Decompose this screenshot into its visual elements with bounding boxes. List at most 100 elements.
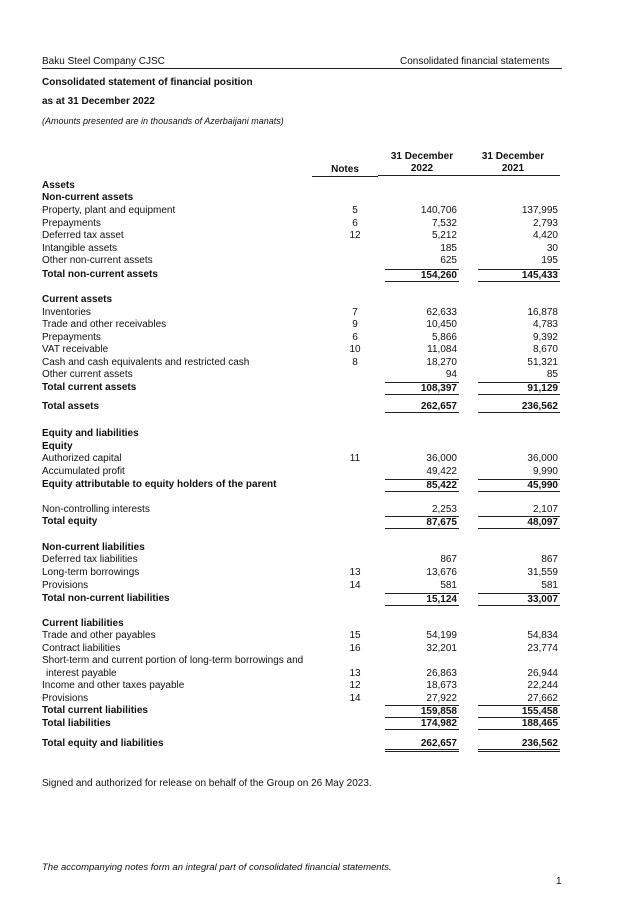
section-heading: Non-current assets (0, 192, 642, 205)
table-row: Provisions 14 27,922 27,662 (0, 693, 642, 706)
value-2021: 22,244 (527, 680, 558, 691)
row-note: 7 (352, 307, 358, 318)
row-label: Current liabilities (42, 618, 124, 629)
row-label: Cash and cash equivalents and restricted… (42, 357, 250, 368)
value-2022: 140,706 (420, 205, 457, 216)
row-note: 15 (349, 630, 361, 641)
value-2021: 36,000 (527, 453, 558, 464)
value-2022: 15,124 (385, 593, 459, 606)
table-row: Provisions 14 581 581 (0, 580, 642, 593)
value-2022: 185 (440, 243, 457, 254)
row-label: Provisions (42, 693, 89, 704)
total-row: Total equity 87,675 48,097 (0, 516, 642, 529)
row-label: Other current assets (42, 369, 133, 380)
footer-note: The accompanying notes form an integral … (42, 862, 392, 873)
value-2022: 625 (440, 255, 457, 266)
row-note: 5 (352, 205, 358, 216)
column-header-2021-line2: 2021 (501, 163, 525, 174)
total-row: Total equity and liabilities 262,657 236,5… (0, 738, 642, 752)
value-2021: 236,562 (478, 401, 560, 413)
value-2022: 62,633 (426, 307, 457, 318)
section-heading: Current assets (0, 294, 642, 307)
row-label: Equity attributable to equity holders of… (42, 479, 277, 490)
value-2021: 188,465 (478, 718, 560, 730)
value-2022: 262,657 (385, 738, 459, 752)
row-label: Provisions (42, 580, 89, 591)
row-note: 14 (349, 693, 361, 704)
total-row: Total current liabilities 159,858 155,458 (0, 705, 642, 718)
value-2021: 236,562 (478, 738, 560, 752)
value-2022: 154,260 (385, 269, 459, 282)
table-row: Long-term borrowings 13 13,676 31,559 (0, 567, 642, 580)
row-note: 8 (352, 357, 358, 368)
row-note: 11 (349, 453, 361, 464)
value-2022: 10,450 (426, 319, 457, 330)
table-row: Accumulated profit 49,422 9,990 (0, 466, 642, 479)
table-row: interest payable 13 26,863 26,944 (0, 668, 642, 681)
value-2021: 91,129 (478, 382, 560, 395)
row-label: Equity (42, 441, 73, 452)
section-heading: Non-current liabilities (0, 542, 642, 555)
value-2022: 87,675 (385, 516, 459, 529)
value-2021: 2,107 (532, 504, 558, 515)
header-divider (42, 68, 562, 69)
table-row: Deferred tax liabilities 867 867 (0, 554, 642, 567)
company-name: Baku Steel Company CJSC (42, 56, 165, 67)
page-number: 1 (556, 876, 562, 887)
table-row: Deferred tax asset 12 5,212 4,420 (0, 230, 642, 243)
row-label: Long-term borrowings (42, 567, 140, 578)
value-2021: 27,662 (527, 693, 558, 704)
value-2021: 9,990 (532, 466, 558, 477)
row-label: Property, plant and equipment (42, 205, 176, 216)
value-2021: 51,321 (527, 357, 558, 368)
table-row: Non-controlling interests 2,253 2,107 (0, 504, 642, 517)
row-label: Prepayments (42, 332, 101, 343)
value-2021: 9,392 (532, 332, 558, 343)
value-2022: 174,982 (385, 718, 459, 730)
table-row: Prepayments 6 5,866 9,392 (0, 332, 642, 345)
total-row: Total non-current liabilities 15,124 33,00… (0, 593, 642, 606)
row-label: Short-term and current portion of long-t… (42, 655, 304, 666)
table-row: Contract liabilities 16 32,201 23,774 (0, 643, 642, 656)
value-2021: 26,944 (527, 668, 558, 679)
column-header-2022-line1: 31 December (390, 151, 454, 162)
table-row: Income and other taxes payable 12 18,673 22… (0, 680, 642, 693)
total-row: Total current assets 108,397 91,129 (0, 382, 642, 395)
row-note: 14 (349, 580, 361, 591)
row-label: Non-current liabilities (42, 542, 145, 553)
value-2022: 94 (445, 369, 457, 380)
total-row: Equity attributable to equity holders of… (0, 479, 642, 492)
value-2022: 13,676 (426, 567, 457, 578)
value-2021: 30 (546, 243, 558, 254)
row-label: Income and other taxes payable (42, 680, 185, 691)
row-label: Assets (42, 180, 75, 191)
row-note: 13 (349, 567, 361, 578)
row-note: 10 (349, 344, 361, 355)
section-heading: Equity and liabilities (0, 428, 642, 441)
document-type: Consolidated financial statements (400, 56, 550, 67)
value-2022: 159,858 (385, 705, 459, 718)
row-note: 9 (352, 319, 358, 330)
section-heading: Current liabilities (0, 618, 642, 631)
row-label: Accumulated profit (42, 466, 125, 477)
row-label: Total current liabilities (42, 705, 148, 716)
value-2021: 155,458 (478, 705, 560, 718)
value-2022: 27,922 (426, 693, 457, 704)
value-2021: 137,995 (521, 205, 558, 216)
value-2021: 581 (541, 580, 558, 591)
table-row: Intangible assets 185 30 (0, 243, 642, 256)
value-2021: 85 (546, 369, 558, 380)
row-label: Non-controlling interests (42, 504, 150, 515)
value-2022: 49,422 (426, 466, 457, 477)
row-label: Total current assets (42, 382, 137, 393)
table-row: VAT receivable 10 11,084 8,670 (0, 344, 642, 357)
value-2022: 18,270 (426, 357, 457, 368)
value-2022: 5,212 (431, 230, 457, 241)
value-2022: 11,084 (427, 344, 457, 355)
row-label: Contract liabilities (42, 643, 121, 654)
row-note: 6 (352, 218, 358, 229)
row-label: Non-current assets (42, 192, 134, 203)
value-2022: 867 (440, 554, 457, 565)
total-row: Total liabilities 174,982 188,465 (0, 718, 642, 731)
column-header-2021: 31 December 2021 (466, 151, 560, 176)
